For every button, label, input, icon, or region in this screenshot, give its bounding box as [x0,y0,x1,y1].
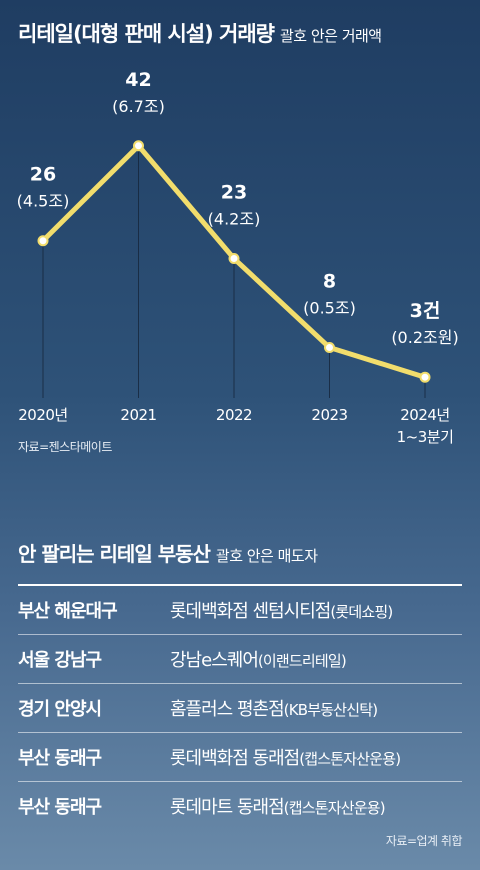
region-cell: 부산 해운대구 [18,601,118,622]
amount-label: (0.2조원) [391,328,458,347]
seller-name: (캡스톤자산운용) [283,799,386,817]
amount-label: (6.7조) [112,97,165,116]
seller-name: (KB부동산신탁) [283,701,378,719]
region-cell: 부산 동래구 [18,797,102,818]
table-title: 안 팔리는 리테일 부동산 [18,542,211,566]
property-cell: 강남e스퀘어(이랜드리테일) [170,646,347,672]
data-point [324,342,335,354]
seller-name: (롯데쇼핑) [330,603,393,621]
table-row: 부산 동래구 롯데마트 동래점(캡스톤자산운용) [18,782,462,830]
table-title-block: 안 팔리는 리테일 부동산 괄호 안은 매도자 [18,538,318,567]
property-name: 홈플러스 평촌점 [170,699,285,720]
property-name: 롯데백화점 센텀시티점 [170,601,331,622]
data-label: 8 [323,271,336,293]
data-label: 23 [221,182,247,204]
amount-label: (0.5조) [303,299,356,318]
property-name: 롯데마트 동래점 [170,797,285,818]
data-point [419,371,431,383]
data-label: 3건 [410,300,441,322]
table-row: 부산 동래구 롯데백화점 동래점(캡스톤자산운용) [18,733,462,782]
property-cell: 홈플러스 평촌점(KB부동산신탁) [170,695,378,721]
property-cell: 롯데백화점 동래점(캡스톤자산운용) [170,744,401,770]
property-cell: 롯데마트 동래점(캡스톤자산운용) [170,793,386,819]
amount-label: (4.5조) [17,192,70,211]
chart-title: 리테일(대형 판매 시설) 거래량 [18,22,275,46]
x-tick-label: 2022 [216,406,252,424]
data-point [228,253,240,265]
region-cell: 서울 강남구 [18,650,102,671]
property-name: 롯데백화점 동래점 [170,748,300,769]
property-name: 강남e스퀘어 [170,650,259,671]
data-label: 42 [125,69,151,91]
region-cell: 경기 안양시 [18,699,102,720]
data-point [133,140,144,152]
seller-name: (캡스톤자산운용) [299,750,401,768]
x-tick-label: 2024년 [400,406,449,424]
table-row: 경기 안양시 홈플러스 평촌점(KB부동산신탁) [18,684,462,733]
chart-source: 자료=젠스타메이트 [18,440,112,454]
x-tick-sublabel: 1~3분기 [397,428,454,446]
x-tick-label: 2021 [120,406,156,424]
data-label: 26 [30,164,56,186]
table-source: 자료=업계 취합 [385,834,463,848]
chart-title-block: 리테일(대형 판매 시설) 거래량 괄호 안은 거래액 [18,18,382,48]
amount-label: (4.2조) [208,210,261,229]
seller-name: (이랜드리테일) [257,652,347,670]
region-cell: 부산 동래구 [18,748,102,769]
x-tick-label: 2020년 [18,406,67,424]
chart-subtitle: 괄호 안은 거래액 [279,27,382,45]
data-point [37,235,49,247]
table-subtitle: 괄호 안은 매도자 [215,547,318,565]
property-cell: 롯데백화점 센텀시티점(롯데쇼핑) [170,597,393,623]
property-table: 부산 해운대구 롯데백화점 센텀시티점(롯데쇼핑) 서울 강남구 강남e스퀘어(… [18,584,462,830]
table-row: 부산 해운대구 롯데백화점 센텀시티점(롯데쇼핑) [18,586,462,635]
table-row: 서울 강남구 강남e스퀘어(이랜드리테일) [18,635,462,684]
line-chart: 26 (4.5조) 42 (6.7조) 23 (4.2조) 8 (0.5조) 3건 (0.2조원)… [17,69,458,446]
x-tick-label: 2023 [311,406,347,424]
